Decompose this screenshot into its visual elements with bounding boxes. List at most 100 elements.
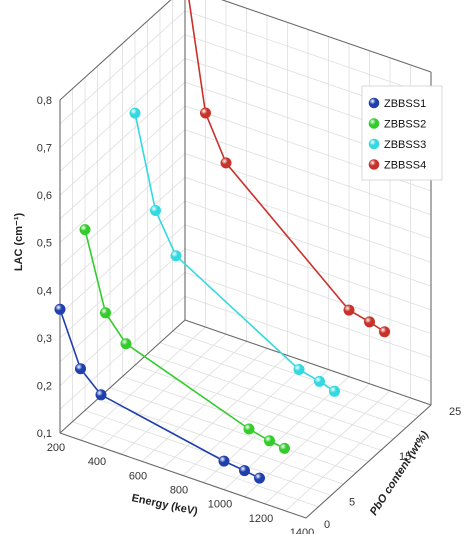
data-point xyxy=(170,250,182,262)
y-axis-label: PbO content (wt%) xyxy=(368,429,431,518)
grid-line xyxy=(159,342,407,428)
tick-labels: 0,1 0,2 0,3 0,4 0,5 0,6 0,7 0,8 200 400 600 800 1000… xyxy=(37,95,462,534)
legend-label: ZBBSS4 xyxy=(384,160,426,172)
z-tick-label: 0,1 xyxy=(37,428,52,440)
series-ZBBSS4 xyxy=(188,0,390,338)
grid-line xyxy=(72,421,319,508)
grid-line xyxy=(59,105,186,220)
data-point xyxy=(363,316,375,328)
x-tick-label: 200 xyxy=(47,442,65,454)
legend-marker xyxy=(368,159,380,170)
series-ZBBSS1 xyxy=(54,303,266,484)
data-point xyxy=(278,442,290,454)
y-tick-label: 25 xyxy=(449,406,461,418)
series-line xyxy=(134,112,335,392)
grid-line xyxy=(184,200,432,287)
data-point xyxy=(150,205,162,217)
grid-line xyxy=(184,295,432,382)
x-tick-label: 1200 xyxy=(249,513,273,525)
grid-line xyxy=(59,248,186,362)
legend-marker xyxy=(368,138,380,150)
frame-edge xyxy=(305,404,432,519)
frame-edge xyxy=(59,432,307,519)
grid-line xyxy=(184,10,432,97)
grid-line xyxy=(59,176,186,291)
grid-line xyxy=(59,129,186,244)
x-tick-label: 1000 xyxy=(208,499,232,511)
grid-lines xyxy=(59,0,432,519)
y-tick-label: 15 xyxy=(399,451,411,463)
grid-line xyxy=(134,364,382,451)
legend-label: ZBBSS2 xyxy=(384,119,426,131)
y-tick-label: 5 xyxy=(349,496,355,508)
grid-line xyxy=(184,224,432,311)
data-point xyxy=(378,326,390,338)
data-point xyxy=(54,303,66,315)
z-axis-label: LAC (cm⁻¹) xyxy=(13,212,25,271)
data-point xyxy=(243,423,255,435)
grid-line xyxy=(184,129,432,216)
axes-frame xyxy=(59,0,432,519)
legend-label: ZBBSS1 xyxy=(384,98,426,110)
z-tick-label: 0,2 xyxy=(37,380,52,392)
data-point xyxy=(343,304,355,316)
y-tick-label: 0 xyxy=(324,519,330,531)
grid-line xyxy=(59,58,186,172)
x-tick-label: 800 xyxy=(170,485,188,497)
data-point xyxy=(239,465,251,477)
data-point xyxy=(95,389,107,401)
x-tick-label: 600 xyxy=(129,470,147,482)
data-point xyxy=(263,435,275,447)
data-point xyxy=(254,472,266,484)
series-ZBBSS2 xyxy=(79,224,290,454)
frame-edge xyxy=(59,0,172,101)
series-group xyxy=(54,0,390,484)
z-tick-label: 0,5 xyxy=(37,238,52,250)
z-tick-label: 0,3 xyxy=(37,333,52,345)
x-tick-label: 1400 xyxy=(290,527,314,534)
z-tick-label: 0,8 xyxy=(37,95,52,107)
grid-line xyxy=(59,81,186,196)
grid-line xyxy=(59,224,186,339)
grid-line xyxy=(184,248,432,335)
data-point xyxy=(218,455,230,467)
series-line xyxy=(188,0,385,333)
data-point xyxy=(328,385,340,397)
data-point xyxy=(293,363,305,375)
frame-edge xyxy=(184,319,432,406)
data-point xyxy=(313,375,325,387)
data-point xyxy=(75,363,87,375)
data-point xyxy=(220,157,232,169)
grid-line xyxy=(59,10,186,125)
x-tick-label: 400 xyxy=(88,456,106,468)
z-tick-label: 0,4 xyxy=(37,285,52,297)
grid-line xyxy=(122,376,369,462)
z-tick-label: 0,7 xyxy=(37,143,52,155)
grid-line xyxy=(184,176,432,263)
series-ZBBSS3 xyxy=(129,107,340,397)
z-tick-label: 0,6 xyxy=(37,190,52,202)
grid-line xyxy=(59,153,186,267)
legend-marker xyxy=(368,97,380,109)
legend-marker xyxy=(368,118,380,129)
grid-line xyxy=(97,398,344,485)
legend-label: ZBBSS3 xyxy=(384,139,426,151)
legend: ZBBSS1 ZBBSS2 ZBBSS3 ZBBSS4 xyxy=(361,85,443,181)
grid-line xyxy=(59,295,186,410)
grid-line xyxy=(147,353,394,440)
data-point xyxy=(129,107,141,119)
grid-line xyxy=(59,34,186,148)
grid-line xyxy=(184,272,432,358)
data-point xyxy=(79,224,91,236)
grid-line xyxy=(172,330,419,417)
data-point xyxy=(120,338,132,350)
grid-line xyxy=(59,200,186,315)
data-point xyxy=(100,307,112,319)
x-axis-label: Energy (keV) xyxy=(130,492,199,518)
frame-edge xyxy=(220,0,432,73)
grid-line xyxy=(109,387,357,474)
data-point xyxy=(200,107,212,119)
frame-edge xyxy=(59,319,186,434)
